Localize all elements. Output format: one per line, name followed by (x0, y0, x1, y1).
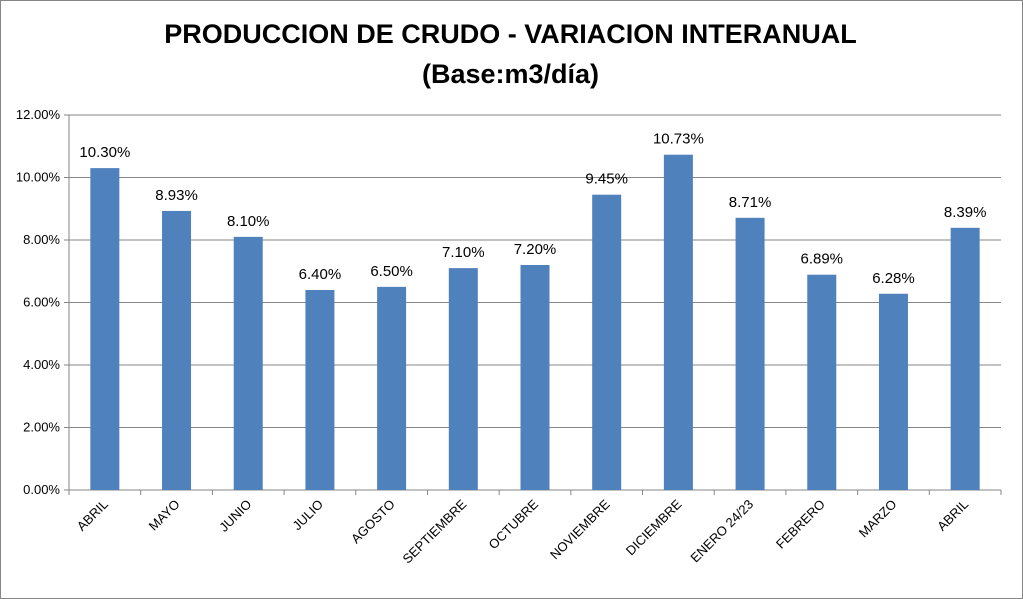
category-label: FEBRERO (773, 497, 828, 552)
data-label: 8.39% (944, 204, 987, 221)
category-label: ABRIL (934, 497, 971, 534)
category-label: AGOSTO (348, 497, 398, 547)
data-label: 10.30% (79, 144, 130, 161)
category-label: JULIO (289, 497, 326, 534)
y-tick-label: 2.00% (23, 420, 60, 435)
y-tick-label: 8.00% (23, 232, 60, 247)
y-tick-label: 12.00% (16, 107, 61, 122)
data-label: 10.73% (653, 131, 704, 148)
bar (878, 293, 908, 490)
chart-title: PRODUCCION DE CRUDO - VARIACION INTERANU… (164, 19, 857, 49)
category-label: MAYO (146, 497, 183, 534)
bars (90, 154, 980, 490)
data-label: 7.20% (514, 241, 557, 258)
data-label: 9.45% (585, 171, 628, 188)
chart-subtitle: (Base:m3/día) (421, 59, 600, 89)
category-label: DICIEMBRE (623, 496, 685, 558)
bar (950, 227, 980, 490)
bar (90, 168, 120, 490)
bar (162, 210, 192, 490)
data-label: 6.50% (370, 263, 413, 280)
data-label: 8.93% (155, 187, 198, 204)
data-label: 8.71% (729, 194, 772, 211)
bar (735, 217, 765, 490)
category-label: ENERO 24/23 (687, 497, 756, 566)
bar (233, 236, 263, 490)
data-label: 7.10% (442, 244, 485, 261)
category-label: NOVIEMBRE (547, 496, 613, 562)
category-label: OCTUBRE (486, 496, 542, 552)
bar (807, 274, 837, 490)
y-tick-label: 10.00% (16, 170, 61, 185)
bar (448, 268, 478, 490)
category-label: JUNIO (216, 497, 254, 535)
bar (305, 290, 335, 490)
category-label: MARZO (856, 497, 900, 541)
bar (663, 154, 693, 490)
chart-title-block: PRODUCCION DE CRUDO - VARIACION INTERANU… (0, 14, 1021, 94)
data-label: 8.10% (227, 213, 270, 230)
bar (520, 265, 550, 490)
y-tick-label: 6.00% (23, 295, 60, 310)
y-tick-label: 0.00% (23, 482, 60, 497)
labels: 0.00% 2.00% 4.00% 6.00% 8.00% 10.00% 12.00% 10.… (16, 107, 987, 566)
bar (592, 194, 622, 490)
data-label: 6.89% (800, 251, 843, 268)
bar (377, 286, 407, 490)
data-label: 6.40% (299, 266, 342, 283)
category-label: SEPTIEMBRE (400, 496, 470, 566)
y-tick-label: 4.00% (23, 357, 60, 372)
category-label: ABRIL (74, 497, 111, 534)
data-label: 6.28% (872, 270, 915, 287)
